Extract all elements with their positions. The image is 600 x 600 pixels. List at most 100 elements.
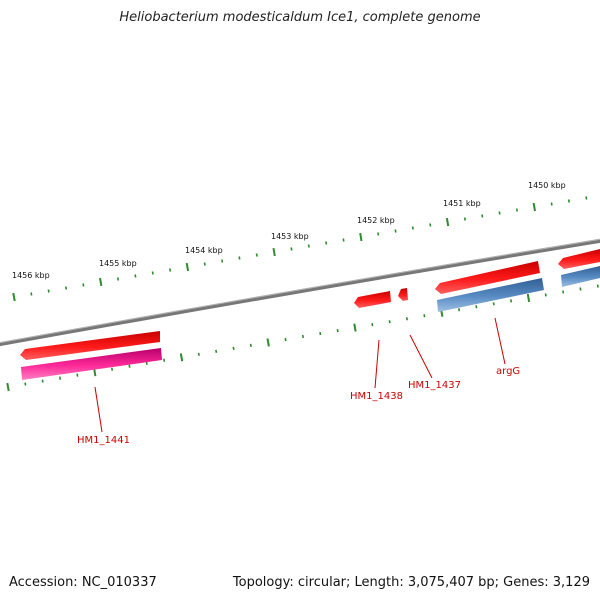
kbp-labels: 1456 kbp 1455 kbp 1454 kbp 1453 kbp 1452… [12, 181, 566, 280]
gene-arg-g-cds[interactable] [437, 278, 544, 312]
outer-tick-major [532, 202, 536, 212]
outer-tick-major [359, 232, 363, 242]
outer-tick-minor [65, 286, 68, 290]
outer-tick-minor [325, 241, 328, 245]
leader-arg-g [494, 317, 506, 365]
inner-tick-minor [544, 293, 547, 297]
inner-tick-minor [405, 317, 408, 321]
inner-tick-minor [284, 337, 287, 342]
gene-arg-g-strand[interactable] [435, 261, 540, 294]
outer-tick-major [272, 247, 276, 257]
outer-tick-major [185, 262, 190, 272]
genome-summary-text: Topology: circular; Length: 3,075,407 bp… [232, 575, 590, 590]
outer-tick-minor [169, 268, 172, 272]
inner-tick-minor [111, 367, 114, 371]
outer-tick-row [12, 196, 588, 302]
kbp-label-1452: 1452 kbp [357, 216, 395, 225]
inner-tick-minor [76, 373, 79, 377]
inner-tick-major [179, 353, 184, 362]
outer-tick-minor [82, 283, 85, 287]
kbp-label-1454: 1454 kbp [185, 246, 223, 255]
outer-tick-minor [550, 202, 553, 206]
outer-tick-minor [238, 256, 241, 260]
accession-text: Accession: NC_010337 [9, 575, 157, 590]
gene-label-arg-g[interactable]: argG [496, 366, 520, 377]
gene-hm1-1438[interactable] [354, 291, 391, 308]
gene-features [20, 249, 600, 380]
kbp-label-1450: 1450 kbp [528, 181, 566, 190]
gene-hm1-1437[interactable] [398, 288, 408, 301]
inner-tick-minor [562, 290, 565, 294]
inner-tick-minor [59, 376, 62, 380]
kbp-label-1453: 1453 kbp [271, 232, 309, 241]
inner-tick-minor [458, 308, 461, 312]
outer-tick-minor [585, 196, 588, 200]
gene-label-hm1-1438[interactable]: HM1_1438 [350, 391, 403, 402]
outer-tick-minor [411, 226, 414, 230]
outer-tick-minor [515, 208, 518, 212]
outer-tick-minor [151, 271, 154, 275]
inner-tick-major [266, 338, 270, 347]
gene-label-hm1-1437[interactable]: HM1_1437 [408, 380, 461, 391]
gene-hm1-1441-cds[interactable] [21, 348, 162, 380]
map-title: Heliobacterium modesticaldum Ice1, compl… [119, 10, 481, 25]
inner-tick-minor [319, 331, 322, 336]
genome-backbone [0, 238, 600, 347]
outer-tick-minor [255, 253, 258, 257]
gene-label-hm1-1441[interactable]: HM1_1441 [77, 435, 130, 446]
outer-tick-minor [47, 289, 50, 293]
kbp-label-1451: 1451 kbp [443, 199, 481, 208]
inner-tick-minor [336, 328, 339, 333]
inner-tick-major [353, 323, 357, 332]
outer-tick-minor [290, 247, 293, 251]
inner-tick-minor [128, 364, 131, 368]
outer-tick-minor [307, 244, 310, 248]
outer-tick-major [12, 292, 16, 302]
inner-tick-minor [475, 305, 478, 309]
inner-tick-minor [215, 349, 218, 353]
inner-tick-major [526, 293, 531, 303]
outer-tick-minor [394, 229, 397, 233]
outer-tick-minor [117, 277, 120, 281]
outer-tick-minor [481, 214, 484, 218]
outer-tick-major [99, 277, 103, 287]
leader-hm1-1438 [374, 339, 380, 389]
outer-tick-minor [203, 262, 206, 266]
inner-tick-minor [423, 314, 426, 318]
inner-tick-minor [24, 382, 27, 386]
inner-tick-minor [41, 379, 44, 383]
inner-tick-row [6, 284, 599, 392]
outer-tick-minor [342, 238, 345, 242]
gene-next-strand[interactable] [558, 249, 600, 269]
leader-hm1-1437 [409, 334, 433, 379]
inner-tick-minor [249, 343, 252, 348]
outer-tick-major [445, 217, 450, 227]
outer-tick-minor [221, 259, 224, 263]
outer-tick-minor [377, 232, 380, 236]
gene-labels: HM1_1441 HM1_1438 HM1_1437 argG [77, 366, 520, 446]
kbp-label-1455: 1455 kbp [99, 259, 137, 268]
leader-hm1-1441 [94, 386, 103, 433]
inner-tick-minor [145, 361, 148, 365]
inner-tick-minor [163, 358, 166, 362]
inner-tick-minor [301, 334, 304, 339]
inner-tick-minor [371, 323, 374, 327]
gene-next-cds[interactable] [561, 266, 600, 287]
inner-tick-minor [197, 352, 200, 356]
inner-tick-minor [492, 302, 495, 306]
inner-tick-minor [388, 320, 391, 324]
gene-hm1-1441-strand[interactable] [20, 331, 160, 360]
inner-tick-minor [510, 299, 513, 303]
outer-tick-minor [463, 217, 466, 221]
kbp-label-1456: 1456 kbp [12, 271, 50, 280]
outer-tick-minor [134, 274, 137, 278]
inner-tick-minor [596, 284, 599, 288]
inner-tick-major [6, 382, 10, 392]
outer-tick-minor [30, 292, 33, 296]
inner-tick-minor [232, 346, 235, 351]
outer-tick-minor [429, 223, 432, 227]
outer-tick-minor [567, 199, 570, 203]
outer-tick-minor [498, 211, 501, 215]
label-leaders [94, 317, 506, 433]
